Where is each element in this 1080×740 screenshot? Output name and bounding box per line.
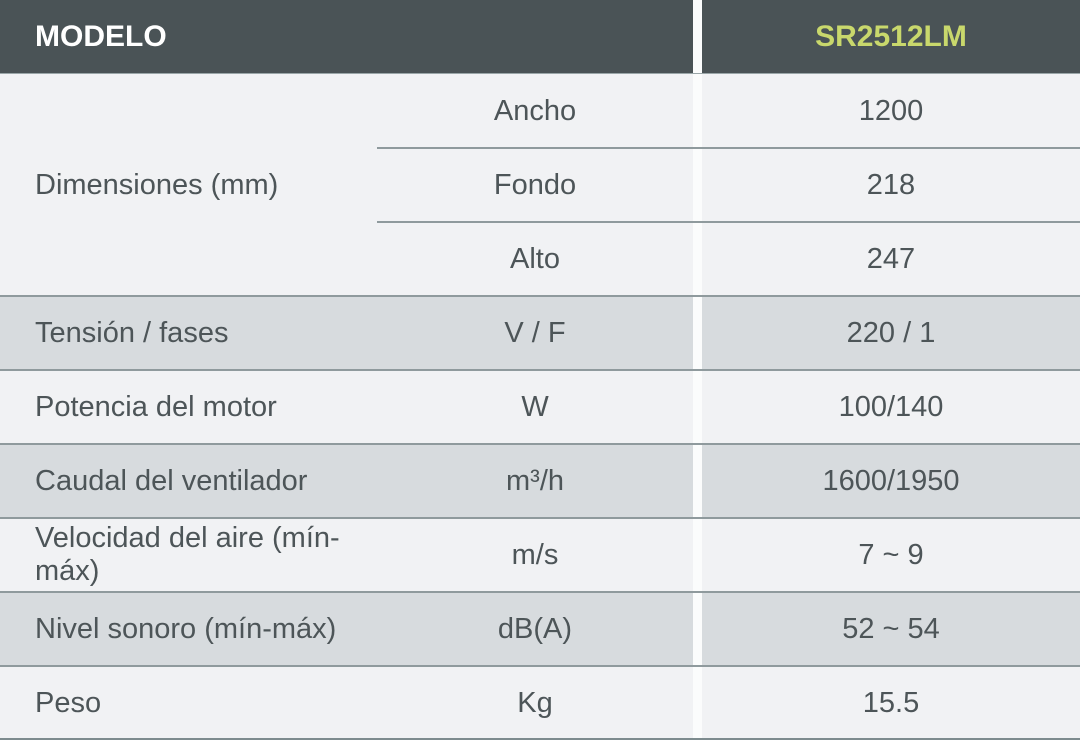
row-unit: m³/h [377,444,693,518]
row-value: 100/140 [702,370,1080,444]
row-label: Nivel sonoro (mín-máx) [0,592,377,666]
divider [0,443,1080,445]
row-unit: V / F [377,296,693,370]
row-value: 1600/1950 [702,444,1080,518]
divider [0,369,1080,371]
dimension-value-height: 247 [702,222,1080,296]
row-label: Tensión / fases [0,296,377,370]
dimension-unit-depth: Fondo [377,148,693,222]
dimension-unit-width: Ancho [377,74,693,148]
divider [0,73,1080,74]
divider [0,591,1080,593]
divider [0,517,1080,519]
dimensions-label: Dimensiones (mm) [0,74,377,296]
divider [0,738,1080,740]
row-unit: Kg [377,666,693,740]
divider [377,147,1080,149]
divider [0,295,1080,297]
dimension-unit-height: Alto [377,222,693,296]
row-value: 15.5 [702,666,1080,740]
dimension-value-depth: 218 [702,148,1080,222]
row-unit: dB(A) [377,592,693,666]
row-unit: W [377,370,693,444]
divider [0,665,1080,667]
row-value: 52 ~ 54 [702,592,1080,666]
dimension-value-width: 1200 [702,74,1080,148]
header-model-value: SR2512LM [702,0,1080,73]
row-value: 7 ~ 9 [702,518,1080,592]
divider [377,221,1080,223]
row-label: Potencia del motor [0,370,377,444]
row-value: 220 / 1 [702,296,1080,370]
row-unit: m/s [377,518,693,592]
row-label: Velocidad del aire (mín-máx) [0,518,377,592]
row-label: Peso [0,666,377,740]
header-model-label: MODELO [0,0,693,73]
row-label: Caudal del ventilador [0,444,377,518]
